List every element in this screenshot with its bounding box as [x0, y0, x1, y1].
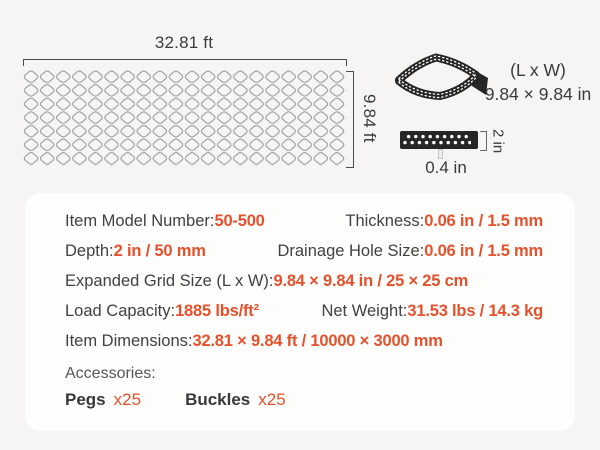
model-number-value: 50-500 — [214, 211, 265, 230]
net-weight-label: Net Weight: — [321, 301, 408, 320]
depth-label: Depth: — [65, 241, 114, 260]
thickness-label: Thickness: — [345, 211, 425, 230]
expanded-grid-size-label: Expanded Grid Size (L x W): — [65, 271, 274, 290]
accessory-pegs-count: x25 — [113, 390, 142, 409]
accessory-pegs-name: Pegs — [65, 390, 106, 409]
spec-row-depth-drainage: Depth: 2 in / 50 mm Drainage Hole Size: 0.… — [65, 236, 543, 266]
accessories-heading: Accessories: — [65, 365, 156, 382]
spec-card: Item Model Number: 50-500 Thickness: 0.06 … — [25, 193, 575, 431]
expanded-grid-size-value: 9.84 × 9.84 in / 25 × 25 cm — [273, 271, 469, 290]
mesh-pattern-icon — [23, 70, 346, 166]
accessories-list: Pegs x25 Buckles x25 — [65, 387, 543, 413]
drainage-hole-size-value: 0.06 in / 1.5 mm — [424, 241, 543, 260]
load-capacity-value: 1885 lbs/ft² — [175, 301, 259, 320]
accessory-buckles-name: Buckles — [185, 390, 251, 409]
spec-row-item-dimensions: Item Dimensions: 32.81 × 9.84 ft / 10000 … — [65, 326, 543, 356]
load-capacity-label: Load Capacity: — [65, 301, 176, 320]
mesh-grid-diagram — [23, 70, 346, 166]
drainage-hole-size-label: Drainage Hole Size: — [277, 241, 425, 260]
spec-row-load-weight: Load Capacity: 1885 lbs/ft² Net Weight: 31… — [65, 296, 543, 326]
item-dimensions-value: 32.81 × 9.84 ft / 10000 × 3000 mm — [192, 331, 443, 350]
mesh-height-dimension-line — [346, 71, 354, 168]
hole-width-tick — [438, 149, 443, 159]
strip-height-bracket — [480, 131, 487, 151]
spec-row-expanded-grid-size: Expanded Grid Size (L x W): 9.84 × 9.84 i… — [65, 266, 543, 296]
accessory-pegs: Pegs x25 — [65, 390, 141, 410]
depth-value: 2 in / 50 mm — [113, 241, 206, 260]
strip-height-label: 2 in — [489, 128, 507, 154]
mesh-width-dimension-line — [23, 59, 347, 66]
perforated-strip-icon — [400, 131, 478, 149]
hole-width-label: 0.4 in — [425, 158, 467, 177]
accessory-buckles: Buckles x25 — [185, 390, 286, 410]
accessory-buckles-count: x25 — [258, 390, 286, 409]
mesh-width-dimension-label: 32.81 ft — [154, 33, 214, 52]
cell-size-label: 9.84 × 9.84 in — [484, 84, 592, 104]
spec-row-model-thickness: Item Model Number: 50-500 Thickness: 0.06 … — [65, 206, 543, 236]
mesh-height-dimension-label: 9.84 ft — [360, 94, 379, 143]
cell-lw-caption: (L x W) — [510, 60, 566, 80]
expanded-cell-icon — [395, 53, 488, 101]
item-dimensions-label: Item Dimensions: — [65, 331, 193, 350]
thickness-value: 0.06 in / 1.5 mm — [424, 211, 543, 230]
model-number-label: Item Model Number: — [65, 211, 215, 230]
net-weight-value: 31.53 lbs / 14.3 kg — [407, 301, 543, 320]
